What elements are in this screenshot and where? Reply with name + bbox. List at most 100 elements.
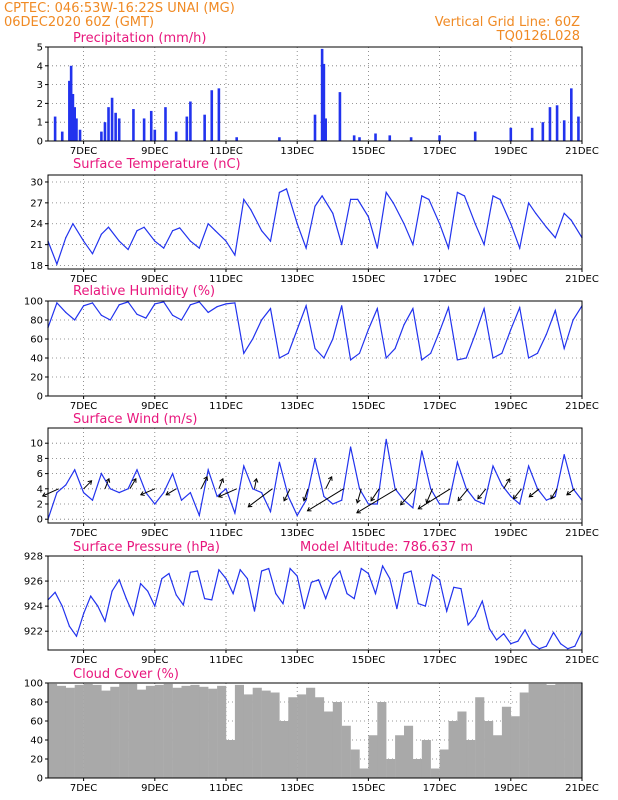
precip-bar (509, 127, 513, 141)
wind-arrow (356, 488, 398, 514)
y-tick-label: 928 (24, 552, 43, 563)
rh-data-point (180, 319, 183, 321)
wind-arrow (218, 488, 237, 498)
cloud-bar (101, 690, 111, 778)
header: CPTEC: 046:53W-16:22S UNAI (MG) 06DEC202… (4, 1, 580, 44)
x-tick-label: 11DEC (209, 146, 243, 157)
wind-data-point (350, 446, 352, 448)
y-tick-label: 40 (30, 736, 43, 747)
panel-pressure: Surface Pressure (hPa) Model Altitude: 7… (73, 540, 473, 555)
temp-data-point (250, 209, 252, 211)
pres-data-point (396, 608, 398, 610)
temp-data-point (554, 237, 556, 239)
pres-data-point (204, 598, 206, 600)
x-tick-label: 21DEC (565, 274, 599, 285)
y-tick-label: 922 (24, 627, 43, 638)
temp-data-point (499, 198, 501, 200)
cloud-bar (199, 686, 209, 778)
precip-bar (320, 48, 324, 141)
cloud-bar (163, 683, 173, 778)
precip-bar (60, 131, 64, 141)
pres-data-point (246, 577, 248, 580)
cloud-bar (181, 685, 191, 778)
cloud-bar (564, 683, 574, 778)
rh-data-point (145, 317, 147, 319)
cloud-bar (306, 687, 316, 778)
precip-bar (75, 118, 78, 141)
wind-arrow (418, 488, 451, 510)
rh-data-point (447, 307, 450, 309)
wind-arrow-head (253, 477, 259, 483)
temp-data-point (127, 248, 129, 251)
precip-bar (541, 122, 545, 141)
cloud-bar (74, 684, 84, 778)
pres-data-point (560, 643, 562, 645)
pres-data-point (481, 600, 483, 602)
rh-data-point (278, 357, 280, 359)
wind-arrow (129, 478, 137, 490)
precip-bar (374, 133, 377, 141)
pres-data-point (424, 605, 426, 607)
precip-bar (103, 122, 107, 141)
temp-data-point (439, 223, 441, 225)
temp-data-point (296, 223, 298, 225)
temp-data-point (332, 212, 334, 214)
x-tick-label: 19DEC (494, 274, 528, 285)
wind-arrow (503, 478, 511, 490)
y-tick-label: 21 (30, 240, 43, 251)
wind-arrow-head (217, 493, 223, 498)
temp-data-point (214, 230, 216, 232)
rh-data-point (572, 319, 574, 321)
pres-data-point (68, 625, 70, 627)
x-tick-label: 17DEC (423, 783, 457, 794)
wind-arrow (283, 488, 291, 502)
y-tick-label: 4 (37, 61, 43, 72)
rh-data-point (367, 328, 369, 331)
rh-plot: 0 20 40 60 80 100 7DEC 9DEC 11DEC 13DEC 15DEC 17DEC… (24, 297, 599, 413)
panel-precipitation: Precipitation (mm/h) (73, 31, 206, 46)
pres-data-point (389, 577, 391, 580)
wind-data-point (519, 503, 521, 505)
y-tick-label: 0 (37, 392, 43, 403)
wind-data-point (572, 488, 574, 490)
pres-data-point (232, 593, 234, 595)
precip-bar (69, 65, 73, 141)
wind-data-point (74, 469, 76, 471)
wind-arrow-head (302, 496, 308, 502)
wind-data-point (83, 492, 85, 494)
temp-series-line (47, 188, 583, 266)
y-tick-label: 30 (30, 177, 43, 188)
temp-data-point (100, 233, 102, 235)
rh-data-point (127, 301, 129, 303)
pres-data-point (111, 590, 113, 592)
y-tick-label: 2 (37, 500, 43, 511)
wind-data-point (136, 469, 138, 471)
rh-data-point (261, 319, 263, 321)
cloud-bar (128, 683, 138, 778)
pres-data-point (460, 587, 462, 590)
pres-series-line (47, 564, 583, 650)
wind-data-point (243, 465, 245, 467)
wind-arrow (528, 488, 540, 498)
temp-data-point (350, 198, 352, 200)
y-tick-label: 20 (30, 373, 43, 384)
pres-frame (47, 555, 583, 651)
precip-bar (438, 135, 441, 141)
pres-data-point (83, 613, 85, 615)
pres-data-point (488, 628, 491, 630)
rh-data-point (314, 347, 316, 350)
x-tick-label: 19DEC (494, 528, 528, 539)
temp-data-point (269, 240, 272, 242)
precip-bar (562, 120, 566, 141)
humidity-title: Relative Humidity (%) (73, 284, 215, 299)
wind-arrow-head (41, 492, 47, 498)
wind-arrow (400, 488, 416, 506)
precip-bar (185, 116, 189, 141)
temp-data-point (474, 223, 476, 225)
rh-data-point (376, 308, 378, 310)
cloud-bar (145, 685, 155, 778)
cloud-bar (448, 721, 458, 778)
wind-data-point (554, 495, 556, 497)
wind-arrow (104, 478, 110, 489)
rh-data-point (172, 314, 174, 316)
